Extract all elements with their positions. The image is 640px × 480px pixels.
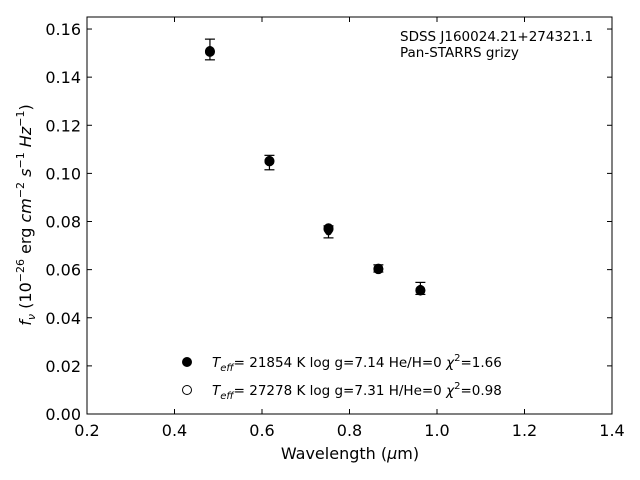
legend-label: Teff= 21854 K log g=7.14 He/H=0 χ2=1.66 [212,353,502,374]
legend-marker [182,357,192,367]
annotation-line-2: Pan-STARRS grizy [400,45,519,61]
y-tick-label: 0.12 [45,116,81,135]
legend: Teff= 21854 K log g=7.14 He/H=0 χ2=1.66 T… [182,353,502,402]
y-tick-label: 0.06 [45,261,81,280]
y-axis-label: fν (10−26 erg cm−2 s−1 Hz−1) [14,104,38,325]
observed-point [325,228,332,236]
x-tick-label: 0.2 [74,421,99,440]
y-tick-label: 0.10 [45,164,81,183]
x-tick-label: 0.8 [337,421,362,440]
observed-point [206,45,214,53]
legend-label: Teff= 27278 K log g=7.31 H/He=0 χ2=0.98 [212,381,502,402]
x-axis-label: Wavelength (μm) [281,444,419,463]
y-tick-label: 0.00 [45,405,81,424]
x-tick-label: 1.2 [512,421,537,440]
annotation-line-1: SDSS J160024.21+274321.1 [400,29,593,45]
x-tick-label: 0.4 [162,421,187,440]
legend-marker [182,385,192,395]
observed-point [416,284,424,292]
y-tick-label: 0.16 [45,20,81,39]
y-tick-label: 0.08 [45,213,81,232]
x-tick-label: 0.6 [249,421,274,440]
observed-point [374,264,382,272]
x-tick-label: 1.4 [599,421,624,440]
y-tick-label: 0.02 [45,357,81,376]
data-points [204,38,426,296]
x-tick-label: 1.0 [424,421,449,440]
observed-point [265,159,273,167]
axis-ticks: 0.2 0.4 0.6 0.8 1.0 1.2 1.4 0.00 0.02 0.04 0.06 0.0… [45,17,625,440]
y-tick-label: 0.14 [45,68,81,87]
y-tick-label: 0.04 [45,309,81,328]
